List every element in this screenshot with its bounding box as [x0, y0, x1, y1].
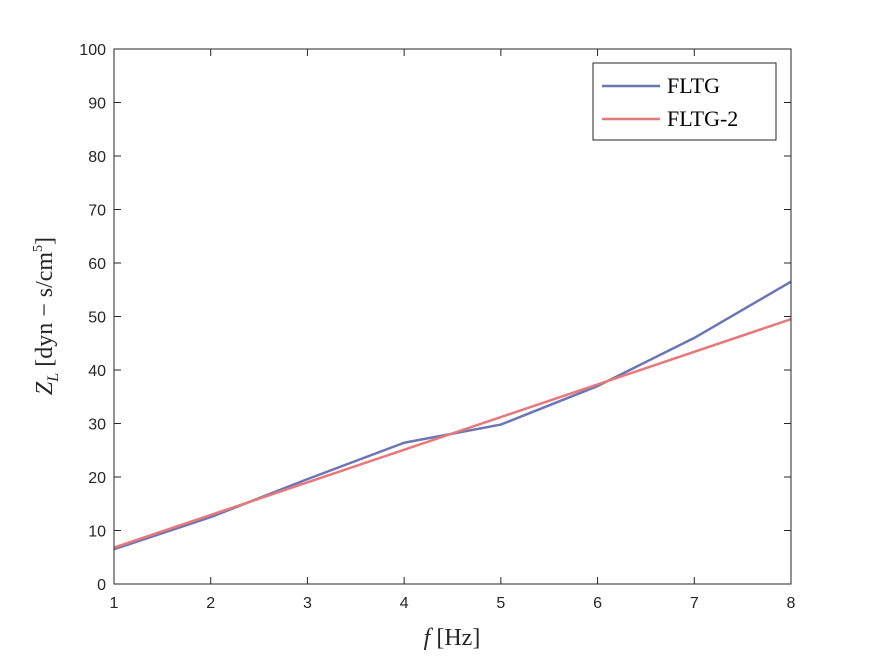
- x-tick-label: 5: [496, 595, 505, 612]
- legend-label-fltg-2: FLTG-2: [667, 106, 738, 131]
- y-tick-label: 70: [88, 203, 106, 220]
- x-axis-label-unit: [Hz]: [430, 625, 480, 651]
- x-axis-label-var: f: [424, 625, 434, 651]
- y-tick-label: 60: [88, 256, 106, 273]
- x-tick-label: 2: [206, 595, 215, 612]
- legend: FLTG FLTG-2: [592, 62, 777, 141]
- x-tick-label: 8: [787, 595, 796, 612]
- y-tick-label: 100: [79, 42, 106, 59]
- x-axis-label: f [Hz]: [424, 625, 481, 651]
- x-tick-label: 4: [400, 595, 409, 612]
- y-axis-label-superscript: 5: [31, 245, 46, 252]
- series-layer: [113, 280, 792, 551]
- y-axis-label-unit: [dyn − s/cm: [32, 252, 58, 373]
- series-line-fltg-2: [113, 317, 792, 549]
- x-tick-label: 7: [690, 595, 699, 612]
- y-axis-label: ZL [dyn − s/cm5]: [31, 237, 62, 395]
- legend-box: [592, 62, 777, 141]
- y-tick-label: 50: [88, 310, 106, 327]
- legend-label-fltg: FLTG: [667, 73, 720, 98]
- y-axis-label-close: ]: [32, 237, 58, 245]
- y-axis-label-subscript: L: [45, 373, 62, 383]
- x-tick-label: 3: [303, 595, 312, 612]
- y-tick-label: 90: [88, 96, 106, 113]
- x-tick-label: 1: [110, 595, 119, 612]
- plot-frame: [113, 48, 792, 585]
- y-tick-label: 40: [88, 363, 106, 380]
- y-tick-label: 30: [88, 417, 106, 434]
- y-tick-label: 10: [88, 524, 106, 541]
- y-tick-label: 0: [97, 577, 106, 594]
- y-tick-label: 20: [88, 470, 106, 487]
- x-tick-label: 6: [593, 595, 602, 612]
- y-axis-label-var: Z: [32, 381, 58, 395]
- y-tick-label: 80: [88, 149, 106, 166]
